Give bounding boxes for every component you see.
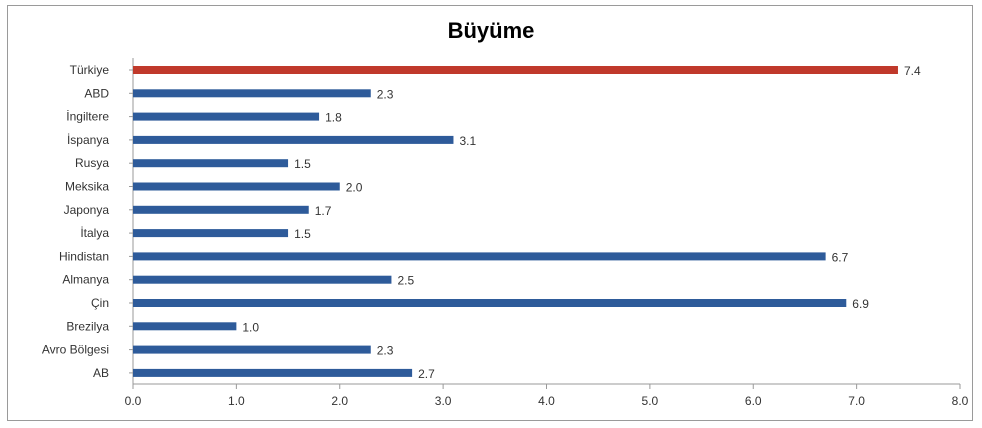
category-label: İspanya bbox=[67, 133, 109, 147]
category-label: İtalya bbox=[80, 226, 109, 240]
value-label: 2.7 bbox=[418, 367, 435, 381]
bar bbox=[133, 252, 826, 261]
value-label: 6.9 bbox=[852, 297, 869, 311]
value-label: 3.1 bbox=[459, 134, 476, 148]
category-label: Meksika bbox=[65, 180, 109, 194]
value-label: 1.5 bbox=[294, 227, 311, 241]
value-label: 1.8 bbox=[325, 111, 342, 125]
value-label: 1.0 bbox=[242, 320, 259, 334]
bar bbox=[133, 299, 847, 307]
bar bbox=[133, 89, 371, 98]
value-label: 1.7 bbox=[315, 204, 332, 218]
category-label: Hindistan bbox=[59, 249, 109, 263]
category-label: Türkiye bbox=[70, 63, 110, 77]
category-label: Avro Bölgesi bbox=[42, 343, 109, 357]
value-label: 1.5 bbox=[294, 157, 311, 171]
bar bbox=[133, 205, 309, 214]
category-label: AB bbox=[93, 366, 109, 380]
x-tick-label: 8.0 bbox=[952, 394, 969, 408]
value-label: 6.7 bbox=[832, 250, 849, 264]
value-label: 2.0 bbox=[346, 181, 363, 195]
bar bbox=[133, 182, 340, 191]
x-tick-label: 3.0 bbox=[435, 394, 452, 408]
bar bbox=[133, 345, 371, 354]
category-label: İngiltere bbox=[66, 110, 109, 124]
bar bbox=[133, 159, 289, 168]
value-label: 2.3 bbox=[377, 87, 394, 101]
bar bbox=[133, 322, 237, 331]
category-label: Almanya bbox=[62, 273, 109, 287]
x-tick-label: 7.0 bbox=[848, 394, 865, 408]
bar bbox=[133, 275, 392, 284]
bar bbox=[133, 135, 454, 144]
value-label: 2.5 bbox=[397, 274, 414, 288]
category-label: Japonya bbox=[64, 203, 110, 217]
value-label: 7.4 bbox=[904, 64, 921, 78]
x-tick-label: 5.0 bbox=[642, 394, 659, 408]
category-label: Rusya bbox=[75, 156, 109, 170]
category-label: Brezilya bbox=[66, 319, 109, 333]
category-label: ABD bbox=[84, 86, 109, 100]
x-tick-label: 2.0 bbox=[331, 394, 348, 408]
bar bbox=[133, 66, 898, 74]
x-tick-label: 1.0 bbox=[228, 394, 245, 408]
x-tick-label: 6.0 bbox=[745, 394, 762, 408]
value-label: 2.3 bbox=[377, 344, 394, 358]
chart-title: Büyüme bbox=[447, 18, 535, 43]
bar bbox=[133, 229, 289, 238]
x-tick-label: 0.0 bbox=[125, 394, 142, 408]
bar bbox=[133, 368, 413, 377]
category-label: Çin bbox=[91, 296, 109, 310]
bar bbox=[133, 112, 320, 121]
x-tick-label: 4.0 bbox=[538, 394, 555, 408]
